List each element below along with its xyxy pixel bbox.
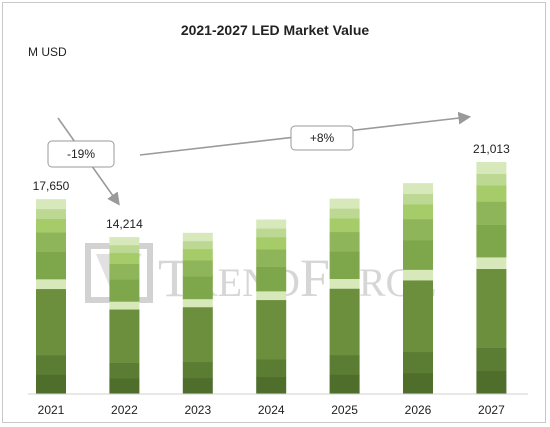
bar-segment xyxy=(476,347,507,372)
bar-segment xyxy=(329,278,360,289)
bar-segment xyxy=(109,252,140,265)
bar-2023 xyxy=(182,232,213,395)
chart-title: 2021-2027 LED Market Value xyxy=(180,22,370,38)
bar-segment xyxy=(403,372,433,395)
bar-2027 xyxy=(476,162,507,395)
bar-segment xyxy=(476,185,507,202)
bar-segment xyxy=(329,374,360,395)
bar-segment xyxy=(109,279,140,302)
y-axis-unit-label: M USD xyxy=(28,45,67,59)
bar-segment xyxy=(476,370,507,395)
decline-label: -19% xyxy=(67,147,95,161)
growth-box xyxy=(290,125,354,151)
bar-segment xyxy=(329,354,360,375)
bar-segment xyxy=(182,260,213,277)
x-tick-label: 2021 xyxy=(38,403,65,417)
bar-2024 xyxy=(256,219,287,395)
bar-segment xyxy=(109,244,140,254)
bar-segment xyxy=(403,193,433,205)
bar-segment xyxy=(329,231,360,252)
bar-segment xyxy=(36,218,66,233)
bar-2022 xyxy=(109,237,140,395)
bar-segment xyxy=(109,263,140,280)
bar-segment xyxy=(256,237,287,250)
bar-segment xyxy=(256,359,287,377)
bar-segment xyxy=(256,291,287,301)
bar-segment xyxy=(256,219,287,229)
x-axis-ticks: 2021 2022 2023 2024 2025 2026 2027 xyxy=(38,403,505,417)
bar-segment xyxy=(36,199,66,210)
bar-segment xyxy=(403,183,433,194)
bar-segment xyxy=(476,162,507,174)
annotation-decline: -19% xyxy=(47,117,120,206)
x-tick-label: 2024 xyxy=(258,403,285,417)
bar-segment xyxy=(109,309,140,363)
bar-segment xyxy=(36,288,66,356)
bar-segment xyxy=(182,361,213,379)
bar-segment xyxy=(182,232,213,242)
bar-segment xyxy=(329,208,360,219)
bar-segment xyxy=(403,240,433,270)
annotation-growth: +8% xyxy=(139,111,472,156)
bar-segment xyxy=(36,232,66,253)
x-tick-label: 2027 xyxy=(478,403,505,417)
bar-segment xyxy=(109,378,140,395)
bar-segment xyxy=(109,301,140,310)
bar-segment xyxy=(403,351,433,374)
bar-segment xyxy=(476,224,507,258)
bar-segment xyxy=(182,377,213,395)
decline-box xyxy=(47,140,115,168)
bar-segment xyxy=(256,299,287,360)
bar-segment xyxy=(36,279,66,290)
data-labels: 17,650 14,214 21,013 xyxy=(33,142,510,231)
bar-segment xyxy=(182,248,213,261)
growth-label: +8% xyxy=(310,131,335,145)
bar-segment xyxy=(403,269,433,281)
bar-segment xyxy=(256,228,287,238)
bar-segment xyxy=(36,355,66,375)
bar-segment xyxy=(256,376,287,395)
bar-segment xyxy=(329,198,360,209)
bar-2025 xyxy=(329,198,360,395)
bar-segment xyxy=(36,374,66,395)
bar-segment xyxy=(329,218,360,233)
x-tick-label: 2022 xyxy=(111,403,138,417)
bar-segment xyxy=(256,249,287,267)
bar-segment xyxy=(256,266,287,292)
x-tick-label: 2023 xyxy=(184,403,211,417)
data-label-2027: 21,013 xyxy=(473,142,510,156)
bar-segment xyxy=(182,240,213,250)
bar-segment xyxy=(109,237,140,246)
bars-group xyxy=(36,162,507,395)
bar-segment xyxy=(329,251,360,280)
bar-2026 xyxy=(403,183,433,395)
bar-segment xyxy=(182,276,213,300)
bar-segment xyxy=(476,173,507,186)
bar-segment xyxy=(109,362,140,379)
x-tick-label: 2026 xyxy=(405,403,432,417)
bar-segment xyxy=(182,306,213,363)
x-tick-label: 2025 xyxy=(331,403,358,417)
data-label-2022: 14,214 xyxy=(106,217,143,231)
bar-segment xyxy=(403,204,433,220)
data-label-2021: 17,650 xyxy=(33,179,70,193)
bar-segment xyxy=(329,288,360,356)
bar-2021 xyxy=(36,199,66,395)
bar-segment xyxy=(182,298,213,308)
bar-segment xyxy=(403,218,433,241)
bar-segment xyxy=(476,268,507,348)
bar-segment xyxy=(476,257,507,270)
bar-segment xyxy=(403,280,433,353)
bar-segment xyxy=(36,251,66,280)
bar-segment xyxy=(36,208,66,219)
bar-segment xyxy=(476,201,507,225)
